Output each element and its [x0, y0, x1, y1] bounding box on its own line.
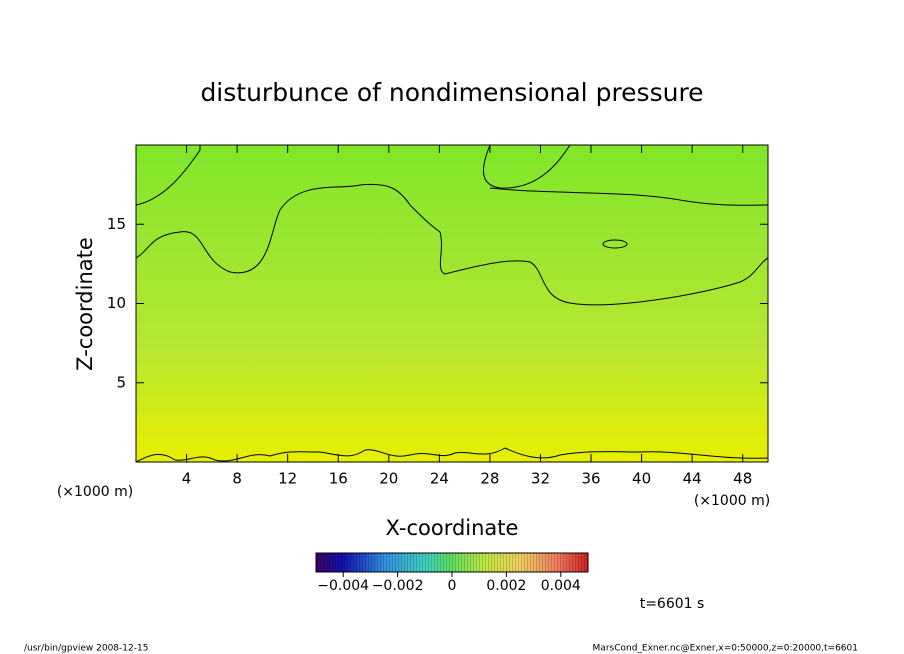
- colorbar-tick-label: 0.004: [541, 578, 581, 594]
- x-tick-label: 28: [480, 470, 499, 488]
- x-unit: (×1000 m): [57, 484, 133, 500]
- colorbar-frame: [315, 552, 589, 573]
- x-tick-label: 40: [632, 470, 651, 488]
- y-tick-label: 10: [107, 294, 126, 312]
- colorbar-tick-label: 0.002: [486, 578, 526, 594]
- x-tick-label: 16: [329, 470, 348, 488]
- footer-left: /usr/bin/gpview 2008-12-15: [24, 644, 148, 654]
- x-tick-label: 24: [430, 470, 449, 488]
- y-tick-label: 5: [116, 373, 126, 391]
- time-label: t=6601 s: [640, 596, 705, 612]
- contours: [135, 144, 769, 463]
- x-tick-label: 8: [232, 470, 242, 488]
- x-tick-label: 36: [581, 470, 600, 488]
- colorbar-tick-label: 0: [448, 578, 457, 594]
- y-tick-label: 15: [107, 215, 126, 233]
- x-tick-label: 20: [379, 470, 398, 488]
- x-tick-label: 48: [733, 470, 752, 488]
- x-axis-label: X-coordinate: [386, 516, 519, 540]
- x-tick-label: 4: [182, 470, 192, 488]
- y-axis-label: Z-coordinate: [73, 237, 97, 371]
- x-unit: (×1000 m): [694, 493, 770, 509]
- chart-title: disturbunce of nondimensional pressure: [200, 78, 703, 107]
- field: [136, 145, 768, 462]
- x-tick-label: 32: [531, 470, 550, 488]
- footer-right: MarsCond_Exner.nc@Exner,x=0:50000,z=0:20…: [593, 644, 858, 654]
- colorbar-tick-label: −0.004: [317, 578, 369, 594]
- x-tick-label: 12: [278, 470, 297, 488]
- colorbar-tick-label: −0.002: [372, 578, 424, 594]
- x-tick-label: 44: [683, 470, 702, 488]
